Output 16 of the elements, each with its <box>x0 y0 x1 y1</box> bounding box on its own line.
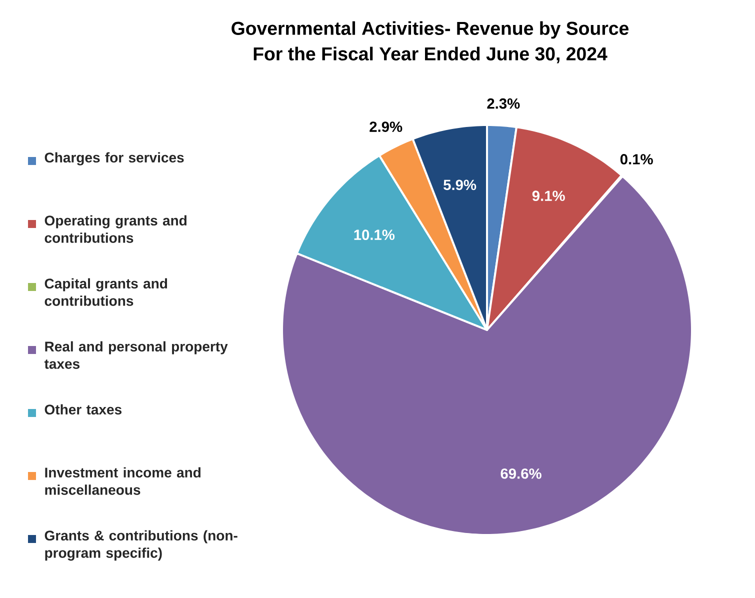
chart-title: Governmental Activities- Revenue by Source <box>232 21 629 39</box>
legend-label: Charges for services <box>44 152 184 166</box>
data-label: 9.1% <box>532 190 565 202</box>
data-label: 2.9% <box>370 122 402 132</box>
data-label: 2.3% <box>487 98 520 109</box>
legend-label: Investment income and miscellaneous <box>45 467 200 495</box>
chart-subtitle: For the Fiscal Year Ended June 30, 2024 <box>254 46 608 64</box>
legend-label: Capital grants and contributions <box>44 278 168 306</box>
legend-label: Real and personal property taxes <box>44 341 228 369</box>
data-label: 5.9% <box>444 180 476 190</box>
data-label: 69.6% <box>500 468 542 479</box>
legend-label: Other taxes <box>44 404 122 415</box>
data-label: 0.1% <box>620 154 653 164</box>
data-label: 10.1% <box>354 230 395 240</box>
legend-label: Operating grants and contributions <box>44 215 186 243</box>
legend-label: Grants & contributions (non-program specific) <box>44 530 238 561</box>
